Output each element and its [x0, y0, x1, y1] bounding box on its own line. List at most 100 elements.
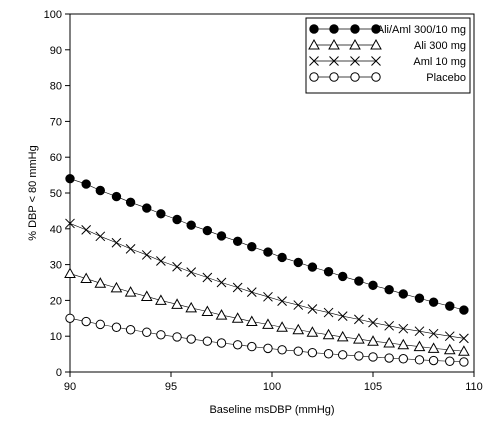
data-point: [383, 336, 396, 348]
data-point: [156, 330, 166, 340]
data-point: [398, 354, 408, 364]
data-point: [186, 220, 196, 230]
data-point: [398, 323, 409, 334]
data-point: [307, 262, 318, 272]
data-point: [367, 335, 379, 346]
data-point: [95, 185, 106, 196]
y-tick-label: 100: [44, 9, 62, 21]
data-point: [125, 243, 136, 254]
data-point: [201, 305, 214, 316]
y-tick-label: 70: [50, 116, 62, 128]
data-point: [354, 276, 364, 286]
data-point: [353, 333, 365, 344]
data-point: [293, 346, 303, 356]
data-point: [65, 173, 75, 184]
legend-marker: [308, 38, 320, 50]
series-2: [65, 218, 469, 344]
legend-marker: [329, 56, 339, 66]
y-tick-label: 30: [50, 260, 62, 272]
data-point: [95, 319, 106, 330]
data-point: [232, 282, 243, 293]
legend-marker: [350, 56, 360, 66]
data-point: [110, 281, 123, 293]
data-point: [94, 277, 107, 288]
data-point: [293, 257, 303, 268]
data-point: [323, 267, 334, 277]
legend-label: Placebo: [426, 72, 466, 84]
data-point: [323, 307, 334, 318]
data-point: [428, 328, 439, 339]
data-point: [397, 338, 410, 350]
data-point: [202, 272, 213, 283]
y-tick-label: 80: [50, 81, 62, 93]
x-tick-label: 90: [64, 381, 76, 393]
data-point: [141, 250, 152, 260]
legend-marker: [370, 38, 382, 50]
data-point: [232, 340, 243, 350]
data-point: [111, 322, 122, 332]
data-point: [277, 345, 287, 355]
y-tick-label: 10: [50, 331, 62, 343]
data-point: [140, 290, 153, 301]
data-point: [384, 284, 394, 295]
data-point: [414, 293, 425, 303]
data-point: [337, 311, 348, 322]
y-tick-label: 60: [50, 152, 62, 164]
legend-marker: [309, 72, 319, 82]
data-point: [216, 231, 227, 241]
data-point: [111, 191, 122, 202]
data-point: [142, 327, 152, 337]
data-point: [277, 296, 287, 306]
legend: Ali/Aml 300/10 mg Ali 300 mg Aml 10 mg Plac…: [305, 17, 471, 94]
data-point: [64, 267, 76, 279]
data-point: [247, 341, 257, 352]
data-point: [459, 357, 469, 367]
legend-marker: [329, 24, 339, 34]
series-1: [64, 267, 470, 356]
series-line: [69, 273, 464, 352]
data-point: [231, 312, 244, 323]
legend-marker: [329, 72, 339, 82]
data-point: [155, 294, 167, 305]
legend-item: Placebo: [309, 72, 466, 84]
data-point: [185, 301, 198, 313]
y-tick-label: 50: [50, 188, 62, 200]
legend-item: Ali 300 mg: [308, 38, 466, 52]
data-point: [80, 272, 93, 284]
data-point: [125, 197, 136, 208]
data-point: [458, 345, 470, 356]
data-point: [156, 209, 166, 219]
x-tick-label: 105: [364, 381, 382, 393]
y-axis-label: % DBP < 80 mmHg: [27, 145, 39, 240]
data-point: [81, 179, 91, 189]
data-point: [232, 236, 243, 247]
y-tick-label: 40: [50, 224, 62, 236]
data-point: [186, 267, 197, 277]
data-point: [292, 323, 305, 335]
data-point: [263, 343, 273, 354]
data-point: [171, 298, 183, 309]
data-point: [306, 326, 319, 337]
data-point: [443, 343, 456, 355]
data-point: [428, 297, 439, 307]
legend-marker: [350, 72, 360, 82]
data-point: [336, 330, 349, 342]
data-point: [216, 338, 227, 348]
y-tick-label: 20: [50, 295, 62, 307]
legend-label: Ali 300 mg: [414, 40, 466, 52]
legend-item: Ali/Aml 300/10 mg: [309, 24, 466, 36]
data-point: [215, 309, 228, 320]
data-point: [65, 313, 75, 323]
data-point: [427, 342, 440, 353]
y-tick-label: 90: [50, 45, 62, 57]
data-point: [202, 225, 213, 236]
data-point: [368, 317, 378, 328]
data-point: [172, 332, 182, 342]
data-point: [277, 252, 287, 263]
data-point: [368, 352, 378, 362]
legend-marker: [328, 38, 340, 50]
data-point: [186, 334, 196, 344]
data-point: [323, 349, 334, 359]
legend-marker: [371, 72, 381, 82]
